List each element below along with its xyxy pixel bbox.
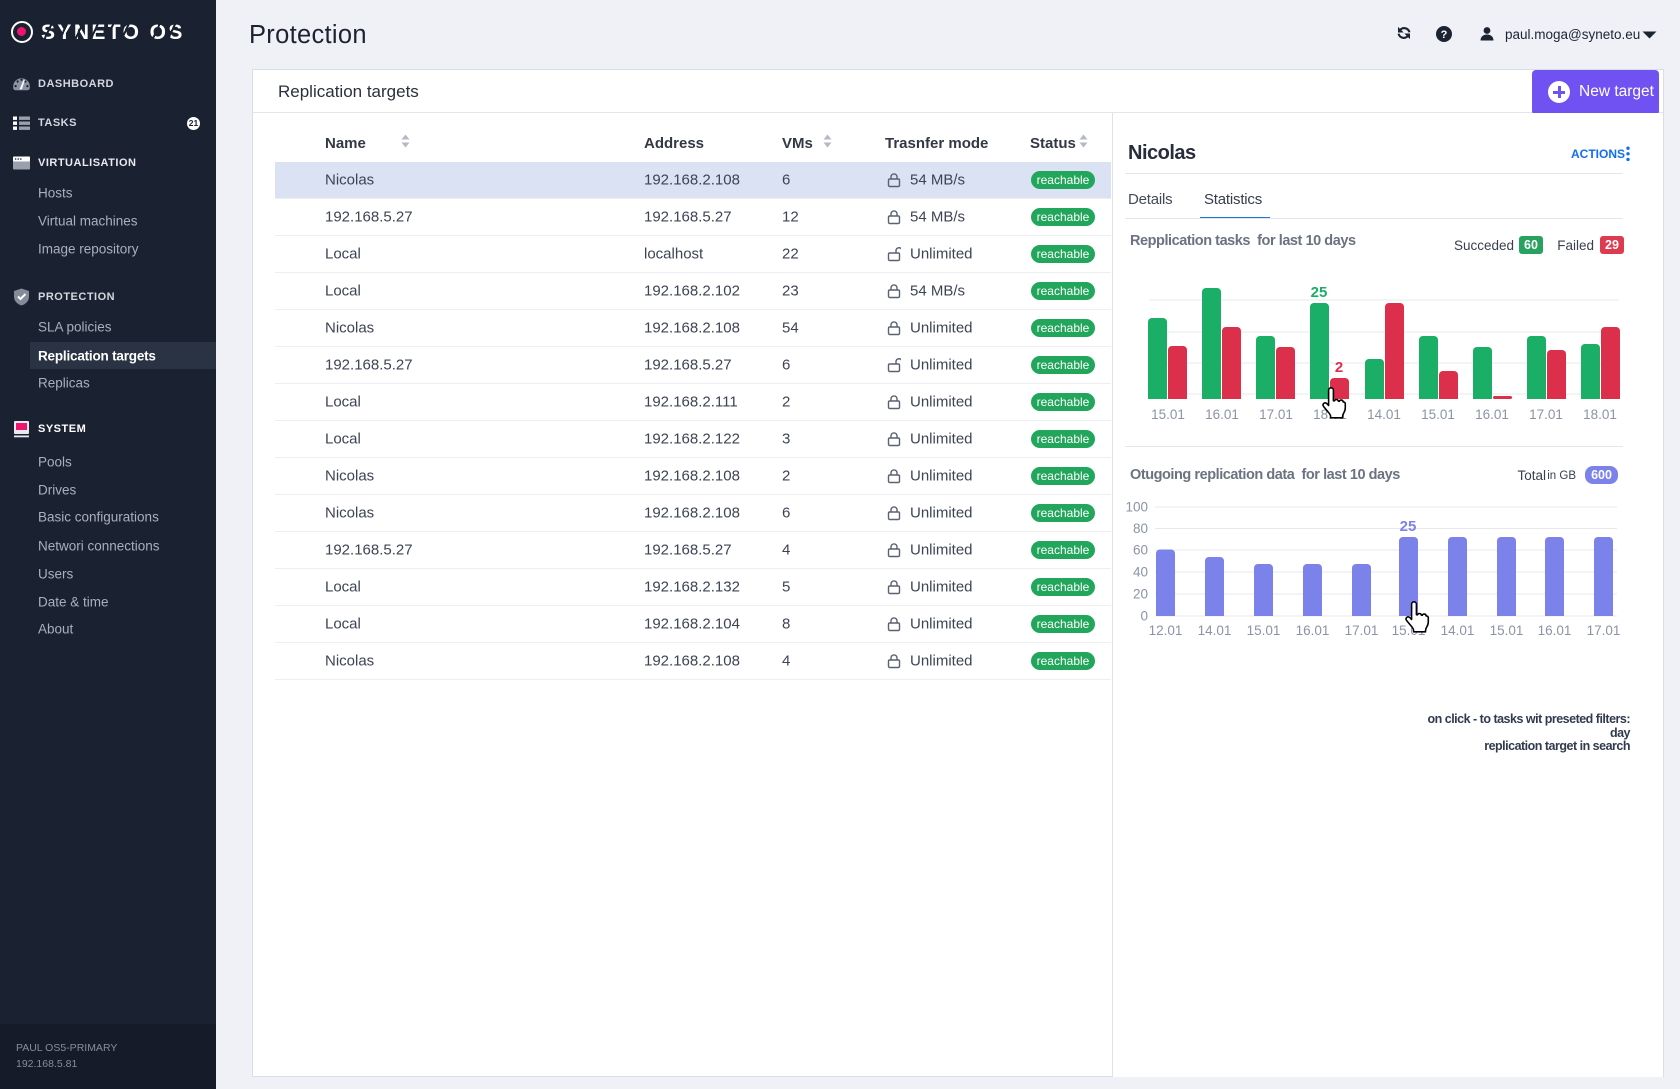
- svg-text:15.01: 15.01: [1421, 407, 1455, 422]
- svg-text:16.01: 16.01: [1296, 623, 1330, 638]
- svg-text:16.01: 16.01: [1475, 407, 1509, 422]
- svg-text:60: 60: [1133, 543, 1148, 558]
- svg-text:40: 40: [1133, 565, 1148, 580]
- svg-text:?: ?: [1441, 29, 1448, 41]
- svg-text:17.01: 17.01: [1529, 407, 1563, 422]
- svg-text:18.01: 18.01: [1583, 407, 1617, 422]
- svg-text:16.01: 16.01: [1538, 623, 1572, 638]
- svg-text:20: 20: [1133, 587, 1148, 602]
- svg-text:12.01: 12.01: [1149, 623, 1183, 638]
- svg-text:18.01: 18.01: [1313, 407, 1347, 422]
- svg-text:80: 80: [1133, 521, 1148, 536]
- svg-text:0: 0: [1140, 609, 1148, 624]
- svg-text:25: 25: [1400, 518, 1417, 535]
- svg-text:15.01: 15.01: [1392, 623, 1426, 638]
- svg-text:14.01: 14.01: [1441, 623, 1475, 638]
- svg-text:14.01: 14.01: [1367, 407, 1401, 422]
- svg-text:17.01: 17.01: [1259, 407, 1293, 422]
- svg-text:15.01: 15.01: [1247, 623, 1281, 638]
- svg-text:100: 100: [1125, 500, 1148, 515]
- svg-text:17.01: 17.01: [1587, 623, 1621, 638]
- svg-text:15.01: 15.01: [1490, 623, 1524, 638]
- svg-text:16.01: 16.01: [1205, 407, 1239, 422]
- svg-text:25: 25: [1311, 284, 1328, 301]
- svg-text:15.01: 15.01: [1151, 407, 1185, 422]
- svg-text:14.01: 14.01: [1198, 623, 1232, 638]
- svg-text:2: 2: [1335, 359, 1343, 376]
- svg-text:17.01: 17.01: [1345, 623, 1379, 638]
